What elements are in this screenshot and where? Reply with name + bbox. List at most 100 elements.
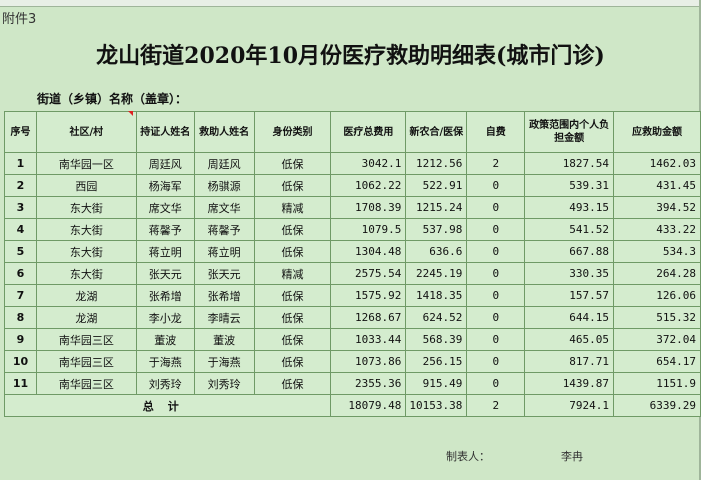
row-identity-type[interactable]: 低保 [253, 218, 332, 241]
row-holder-name[interactable]: 董波 [135, 328, 195, 351]
row-identity-type[interactable]: 低保 [253, 240, 332, 263]
total-insurance[interactable]: 10153.38 [405, 394, 468, 417]
row-self-paid[interactable]: 2 [466, 152, 526, 175]
row-seq[interactable]: 5 [4, 240, 37, 263]
row-identity-type[interactable]: 低保 [253, 152, 332, 175]
row-self-paid[interactable]: 0 [466, 262, 526, 285]
row-recipient-name[interactable]: 刘秀玲 [193, 372, 255, 395]
row-medical-total[interactable]: 1079.5 [330, 218, 407, 241]
row-holder-name[interactable]: 李小龙 [135, 306, 195, 329]
row-policy-burden[interactable]: 493.15 [524, 196, 615, 219]
row-medical-total[interactable]: 1268.67 [330, 306, 407, 329]
row-relief-amount[interactable]: 534.3 [613, 240, 701, 263]
total-relief[interactable]: 6339.29 [613, 394, 701, 417]
row-insurance[interactable]: 256.15 [405, 350, 468, 373]
total-label[interactable]: 总计 [3, 394, 332, 417]
row-holder-name[interactable]: 席文华 [135, 196, 195, 219]
row-seq[interactable]: 2 [4, 174, 37, 197]
row-self-paid[interactable]: 0 [466, 196, 526, 219]
row-policy-burden[interactable]: 157.57 [524, 284, 615, 307]
row-seq[interactable]: 4 [4, 218, 37, 241]
row-recipient-name[interactable]: 李晴云 [193, 306, 255, 329]
row-relief-amount[interactable]: 1462.03 [613, 152, 701, 175]
row-community[interactable]: 东大街 [35, 240, 137, 263]
row-community[interactable]: 南华园三区 [35, 350, 137, 373]
row-policy-burden[interactable]: 1827.54 [524, 152, 615, 175]
row-seq[interactable]: 9 [4, 328, 37, 351]
row-holder-name[interactable]: 张天元 [135, 262, 195, 285]
row-medical-total[interactable]: 2575.54 [330, 262, 407, 285]
row-policy-burden[interactable]: 541.52 [524, 218, 615, 241]
row-seq[interactable]: 6 [4, 262, 37, 285]
header-medical-total[interactable]: 医疗总费用 [330, 111, 407, 153]
row-insurance[interactable]: 522.91 [405, 174, 468, 197]
total-medical[interactable]: 18079.48 [330, 394, 407, 417]
row-insurance[interactable]: 1212.56 [405, 152, 468, 175]
row-seq[interactable]: 8 [4, 306, 37, 329]
row-identity-type[interactable]: 精减 [253, 262, 332, 285]
row-relief-amount[interactable]: 394.52 [613, 196, 701, 219]
row-policy-burden[interactable]: 330.35 [524, 262, 615, 285]
row-recipient-name[interactable]: 于海燕 [193, 350, 255, 373]
row-community[interactable]: 东大街 [35, 262, 137, 285]
row-community[interactable]: 南华园三区 [35, 372, 137, 395]
row-recipient-name[interactable]: 杨骐源 [193, 174, 255, 197]
row-seq[interactable]: 10 [4, 350, 37, 373]
row-relief-amount[interactable]: 431.45 [613, 174, 701, 197]
header-recipient-name[interactable]: 救助人姓名 [193, 111, 255, 153]
row-recipient-name[interactable]: 董波 [193, 328, 255, 351]
row-insurance[interactable]: 624.52 [405, 306, 468, 329]
row-recipient-name[interactable]: 周廷风 [193, 152, 255, 175]
row-recipient-name[interactable]: 蒋馨予 [193, 218, 255, 241]
row-medical-total[interactable]: 1062.22 [330, 174, 407, 197]
row-self-paid[interactable]: 0 [466, 240, 526, 263]
row-policy-burden[interactable]: 667.88 [524, 240, 615, 263]
row-relief-amount[interactable]: 1151.9 [613, 372, 701, 395]
row-self-paid[interactable]: 0 [466, 174, 526, 197]
row-recipient-name[interactable]: 蒋立明 [193, 240, 255, 263]
header-policy-burden[interactable]: 政策范围内个人负担金额 [524, 111, 615, 153]
row-self-paid[interactable]: 0 [466, 372, 526, 395]
row-identity-type[interactable]: 低保 [253, 174, 332, 197]
row-relief-amount[interactable]: 433.22 [613, 218, 701, 241]
row-holder-name[interactable]: 于海燕 [135, 350, 195, 373]
row-insurance[interactable]: 1215.24 [405, 196, 468, 219]
row-insurance[interactable]: 915.49 [405, 372, 468, 395]
total-self-paid[interactable]: 2 [466, 394, 526, 417]
row-recipient-name[interactable]: 张天元 [193, 262, 255, 285]
row-medical-total[interactable]: 3042.1 [330, 152, 407, 175]
row-seq[interactable]: 1 [4, 152, 37, 175]
row-insurance[interactable]: 537.98 [405, 218, 468, 241]
row-policy-burden[interactable]: 1439.87 [524, 372, 615, 395]
header-identity-type[interactable]: 身份类别 [253, 111, 332, 153]
row-holder-name[interactable]: 周廷风 [135, 152, 195, 175]
row-medical-total[interactable]: 2355.36 [330, 372, 407, 395]
row-identity-type[interactable]: 精减 [253, 196, 332, 219]
header-insurance[interactable]: 新农合/医保 [405, 111, 468, 153]
comment-indicator-icon[interactable] [128, 111, 133, 116]
total-policy-burden[interactable]: 7924.1 [524, 394, 615, 417]
row-seq[interactable]: 3 [4, 196, 37, 219]
row-medical-total[interactable]: 1304.48 [330, 240, 407, 263]
row-medical-total[interactable]: 1575.92 [330, 284, 407, 307]
row-self-paid[interactable]: 0 [466, 306, 526, 329]
row-identity-type[interactable]: 低保 [253, 306, 332, 329]
row-community[interactable]: 西园 [35, 174, 137, 197]
row-community[interactable]: 东大街 [35, 218, 137, 241]
row-community[interactable]: 龙湖 [35, 306, 137, 329]
row-self-paid[interactable]: 0 [466, 350, 526, 373]
row-holder-name[interactable]: 杨海军 [135, 174, 195, 197]
row-community[interactable]: 东大街 [35, 196, 137, 219]
row-medical-total[interactable]: 1708.39 [330, 196, 407, 219]
row-insurance[interactable]: 636.6 [405, 240, 468, 263]
row-policy-burden[interactable]: 539.31 [524, 174, 615, 197]
row-medical-total[interactable]: 1033.44 [330, 328, 407, 351]
row-policy-burden[interactable]: 817.71 [524, 350, 615, 373]
row-relief-amount[interactable]: 126.06 [613, 284, 701, 307]
row-recipient-name[interactable]: 张希增 [193, 284, 255, 307]
row-insurance[interactable]: 568.39 [405, 328, 468, 351]
row-identity-type[interactable]: 低保 [253, 372, 332, 395]
row-policy-burden[interactable]: 465.05 [524, 328, 615, 351]
row-policy-burden[interactable]: 644.15 [524, 306, 615, 329]
row-relief-amount[interactable]: 515.32 [613, 306, 701, 329]
